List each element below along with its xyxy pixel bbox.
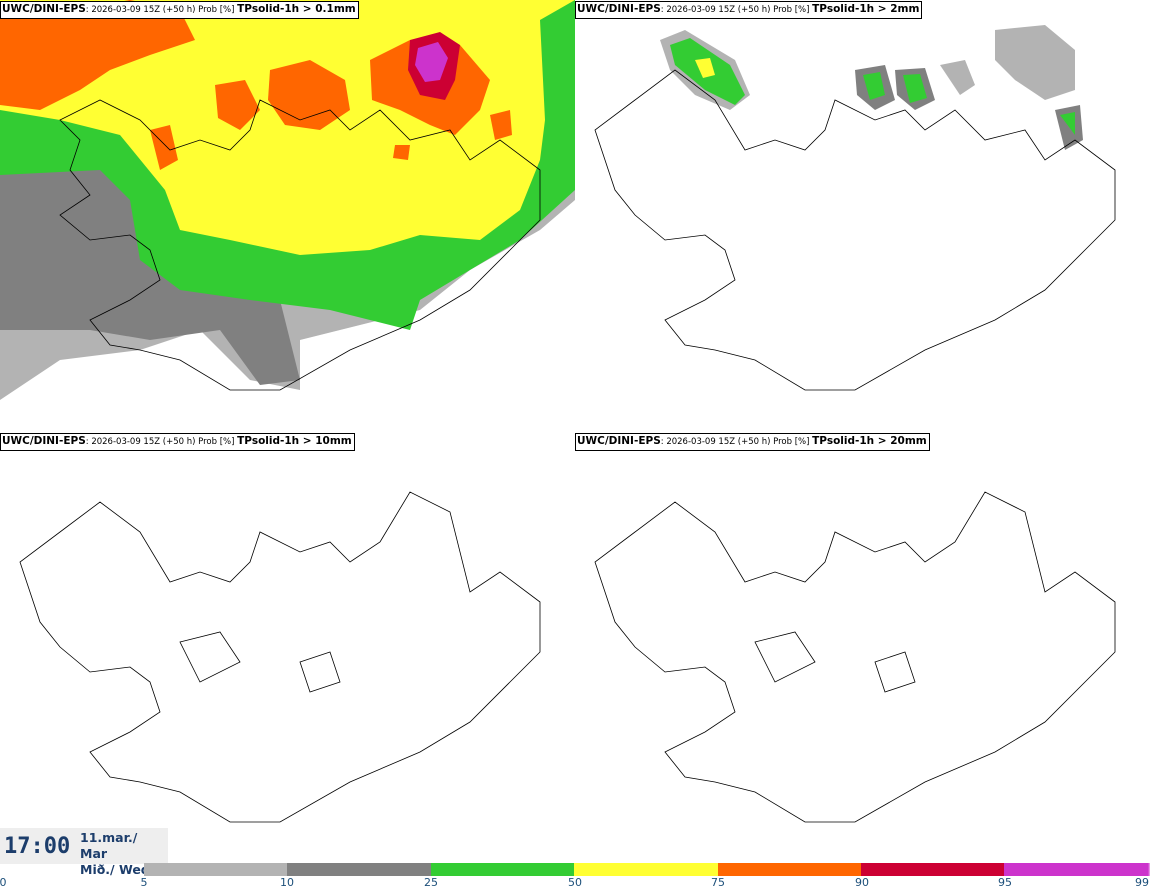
- probability-map-2mm: [594, 25, 1116, 391]
- map-panel-10mm: UWC/DINI-EPS: 2026-03-09 15Z (+50 h) Pro…: [0, 432, 575, 864]
- colorbar-bin-50: [574, 863, 718, 876]
- colorbar-bin-10: [287, 863, 431, 876]
- panel-title: UWC/DINI-EPS: 2026-03-09 15Z (+50 h) Pro…: [0, 433, 355, 451]
- model-source: UWC/DINI-EPS: [2, 3, 86, 15]
- valid-time-clock: 17:00: [4, 834, 71, 859]
- colorbar-bin-90: [861, 863, 1005, 876]
- forecast-meta: : 2026-03-09 15Z (+50 h) Prob [%]: [85, 437, 235, 447]
- probability-map-10mm: [19, 491, 541, 823]
- valid-date-line2: Mið./ Wed: [80, 862, 150, 877]
- colorbar-bin-25: [430, 863, 575, 876]
- valid-time-box: 17:00 11.mar./ Mar Mið./ Wed: [0, 828, 168, 877]
- threshold-param: TPsolid-1h > 10mm: [237, 435, 352, 447]
- colorbar-tick-75: 75: [711, 876, 725, 889]
- probability-map-0.1mm: [0, 0, 575, 400]
- map-panel-0.1mm: UWC/DINI-EPS: 2026-03-09 15Z (+50 h) Pro…: [0, 0, 575, 432]
- forecast-meta: : 2026-03-09 15Z (+50 h) Prob [%]: [660, 5, 810, 15]
- colorbar-tick-10: 10: [280, 876, 294, 889]
- colorbar-tick-25: 25: [424, 876, 438, 889]
- colorbar-tick-5: 5: [140, 876, 148, 889]
- colorbar-tick-0: 0: [0, 876, 7, 889]
- colorbar-tick-95: 95: [998, 876, 1012, 889]
- threshold-param: TPsolid-1h > 20mm: [812, 435, 927, 447]
- colorbar-bin-99: [1147, 863, 1150, 876]
- panel-title: UWC/DINI-EPS: 2026-03-09 15Z (+50 h) Pro…: [575, 1, 923, 19]
- model-source: UWC/DINI-EPS: [577, 3, 661, 15]
- forecast-meta: : 2026-03-09 15Z (+50 h) Prob [%]: [660, 437, 810, 447]
- colorbar-bin-5: [144, 863, 288, 876]
- model-source: UWC/DINI-EPS: [2, 435, 86, 447]
- panel-title: UWC/DINI-EPS: 2026-03-09 15Z (+50 h) Pro…: [0, 1, 359, 19]
- colorbar-bin-75: [717, 863, 861, 876]
- model-source: UWC/DINI-EPS: [577, 435, 661, 447]
- forecast-meta: : 2026-03-09 15Z (+50 h) Prob [%]: [85, 5, 235, 15]
- colorbar-tick-50: 50: [568, 876, 582, 889]
- map-panel-20mm: UWC/DINI-EPS: 2026-03-09 15Z (+50 h) Pro…: [575, 432, 1150, 864]
- probability-map-20mm: [594, 491, 1116, 823]
- colorbar-tick-90: 90: [855, 876, 869, 889]
- valid-time-date: 11.mar./ Mar Mið./ Wed: [80, 830, 168, 878]
- map-panel-2mm: UWC/DINI-EPS: 2026-03-09 15Z (+50 h) Pro…: [575, 0, 1150, 432]
- valid-date-line1: 11.mar./ Mar: [80, 830, 138, 861]
- colorbar-tick-99: 99: [1135, 876, 1149, 889]
- colorbar-bin-95: [1004, 863, 1148, 876]
- probability-colorbar: [144, 863, 1150, 876]
- threshold-param: TPsolid-1h > 2mm: [812, 3, 920, 15]
- threshold-param: TPsolid-1h > 0.1mm: [237, 3, 356, 15]
- panel-title: UWC/DINI-EPS: 2026-03-09 15Z (+50 h) Pro…: [575, 433, 930, 451]
